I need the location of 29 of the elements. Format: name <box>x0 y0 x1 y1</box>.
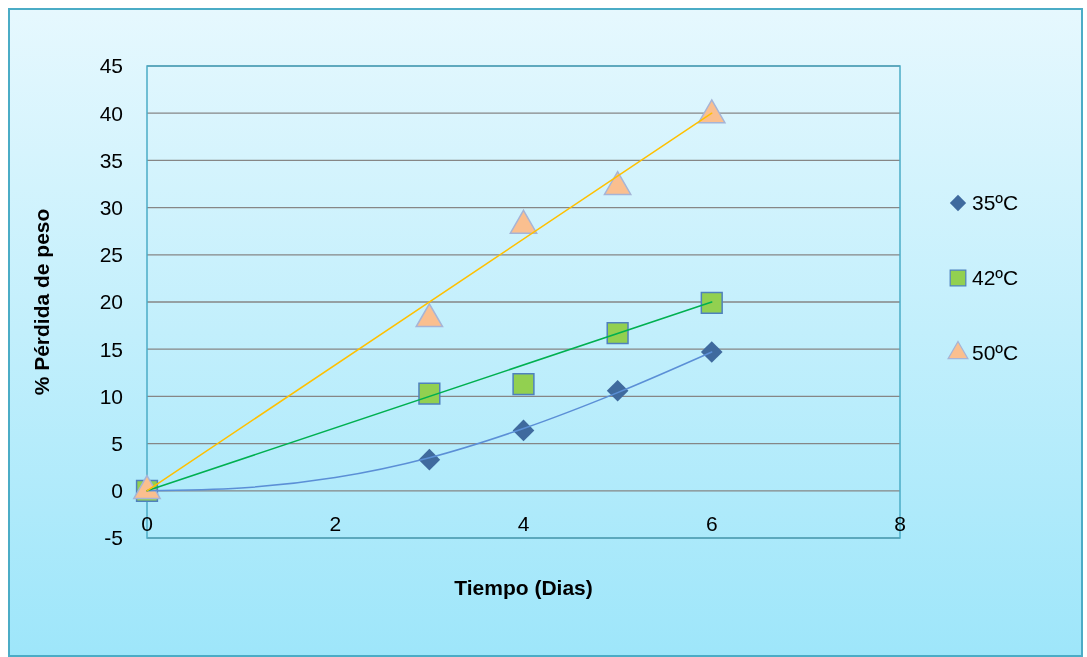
y-tick-label: 20 <box>99 290 123 314</box>
y-tick-label: 10 <box>99 384 123 408</box>
y-tick-label: 40 <box>99 101 123 125</box>
x-axis-title: Tiempo (Dias) <box>454 576 593 599</box>
y-tick-label: 0 <box>111 479 123 503</box>
x-tick-label: 4 <box>517 512 530 535</box>
y-tick-label: 25 <box>99 243 123 267</box>
point <box>509 209 538 234</box>
y-tick-label: 15 <box>99 337 123 361</box>
point <box>700 341 723 363</box>
point <box>512 372 535 396</box>
y-tick-label: 35 <box>99 148 123 172</box>
legend-label: 35ºC <box>972 191 1019 215</box>
legend-label: 42ºC <box>972 266 1019 290</box>
legend-label: 50ºC <box>972 341 1019 365</box>
x-tick-label: 8 <box>894 512 906 535</box>
point <box>606 322 629 345</box>
point <box>603 170 632 196</box>
x-tick-label: 0 <box>141 512 153 535</box>
x-tick-label: 2 <box>329 512 342 535</box>
y-tick-label: 5 <box>111 431 123 455</box>
y-tick-label: 30 <box>99 195 123 219</box>
y-axis-title: % Pérdida de peso <box>30 208 53 396</box>
y-tick-label: -5 <box>104 526 123 550</box>
point <box>418 382 441 405</box>
point <box>700 291 723 315</box>
x-tick-label: 6 <box>705 512 718 535</box>
point <box>697 99 726 124</box>
y-tick-label: 45 <box>99 54 123 78</box>
